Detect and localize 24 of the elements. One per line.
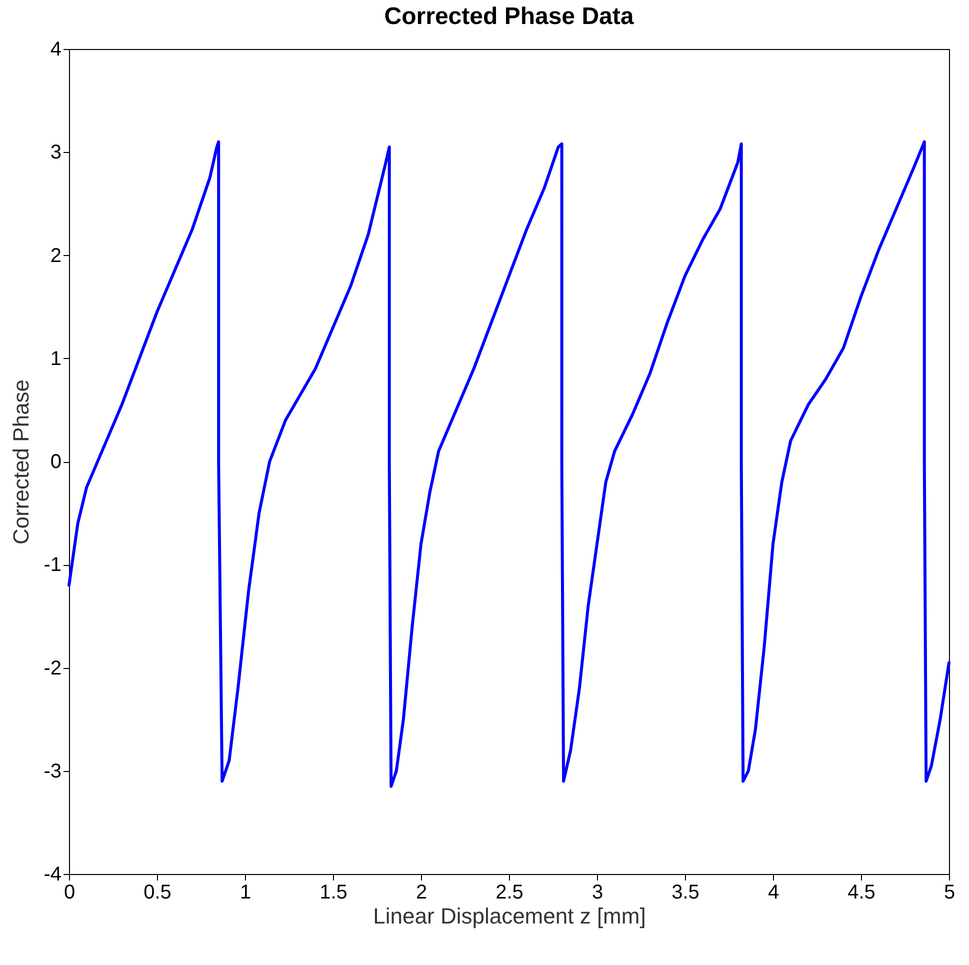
- y-axis-title: Corrected Phase: [8, 379, 34, 545]
- y-tick-label: 1: [50, 348, 62, 370]
- y-tick-label: -1: [44, 554, 62, 576]
- y-tick-label: -3: [44, 760, 62, 782]
- x-tick-label: 3: [592, 882, 604, 904]
- y-tick-label: -2: [44, 657, 62, 680]
- y-tick-label: -4: [44, 864, 62, 886]
- x-tick-label: 1: [240, 882, 252, 904]
- x-tick-label: 4: [768, 882, 780, 904]
- x-tick-label: 3.5: [672, 882, 700, 904]
- x-tick-label: 0.5: [144, 882, 172, 904]
- x-tick-label: 2.5: [496, 882, 524, 904]
- x-axis-title: Linear Displacement z [mm]: [373, 904, 646, 928]
- x-tick-label: 0: [64, 882, 76, 904]
- y-tick-label: 2: [50, 244, 62, 267]
- x-tick-label: 1.5: [320, 882, 348, 904]
- y-tick-label: 0: [50, 451, 62, 473]
- line-series: [68, 140, 950, 788]
- chart-title: Corrected Phase Data: [384, 3, 634, 30]
- x-tick-label: 2: [416, 882, 428, 904]
- y-tick-label: 3: [50, 142, 62, 164]
- x-tick-label: 4.5: [848, 882, 876, 904]
- x-tick-label: 5: [944, 882, 956, 904]
- y-tick-label: 4: [50, 38, 62, 60]
